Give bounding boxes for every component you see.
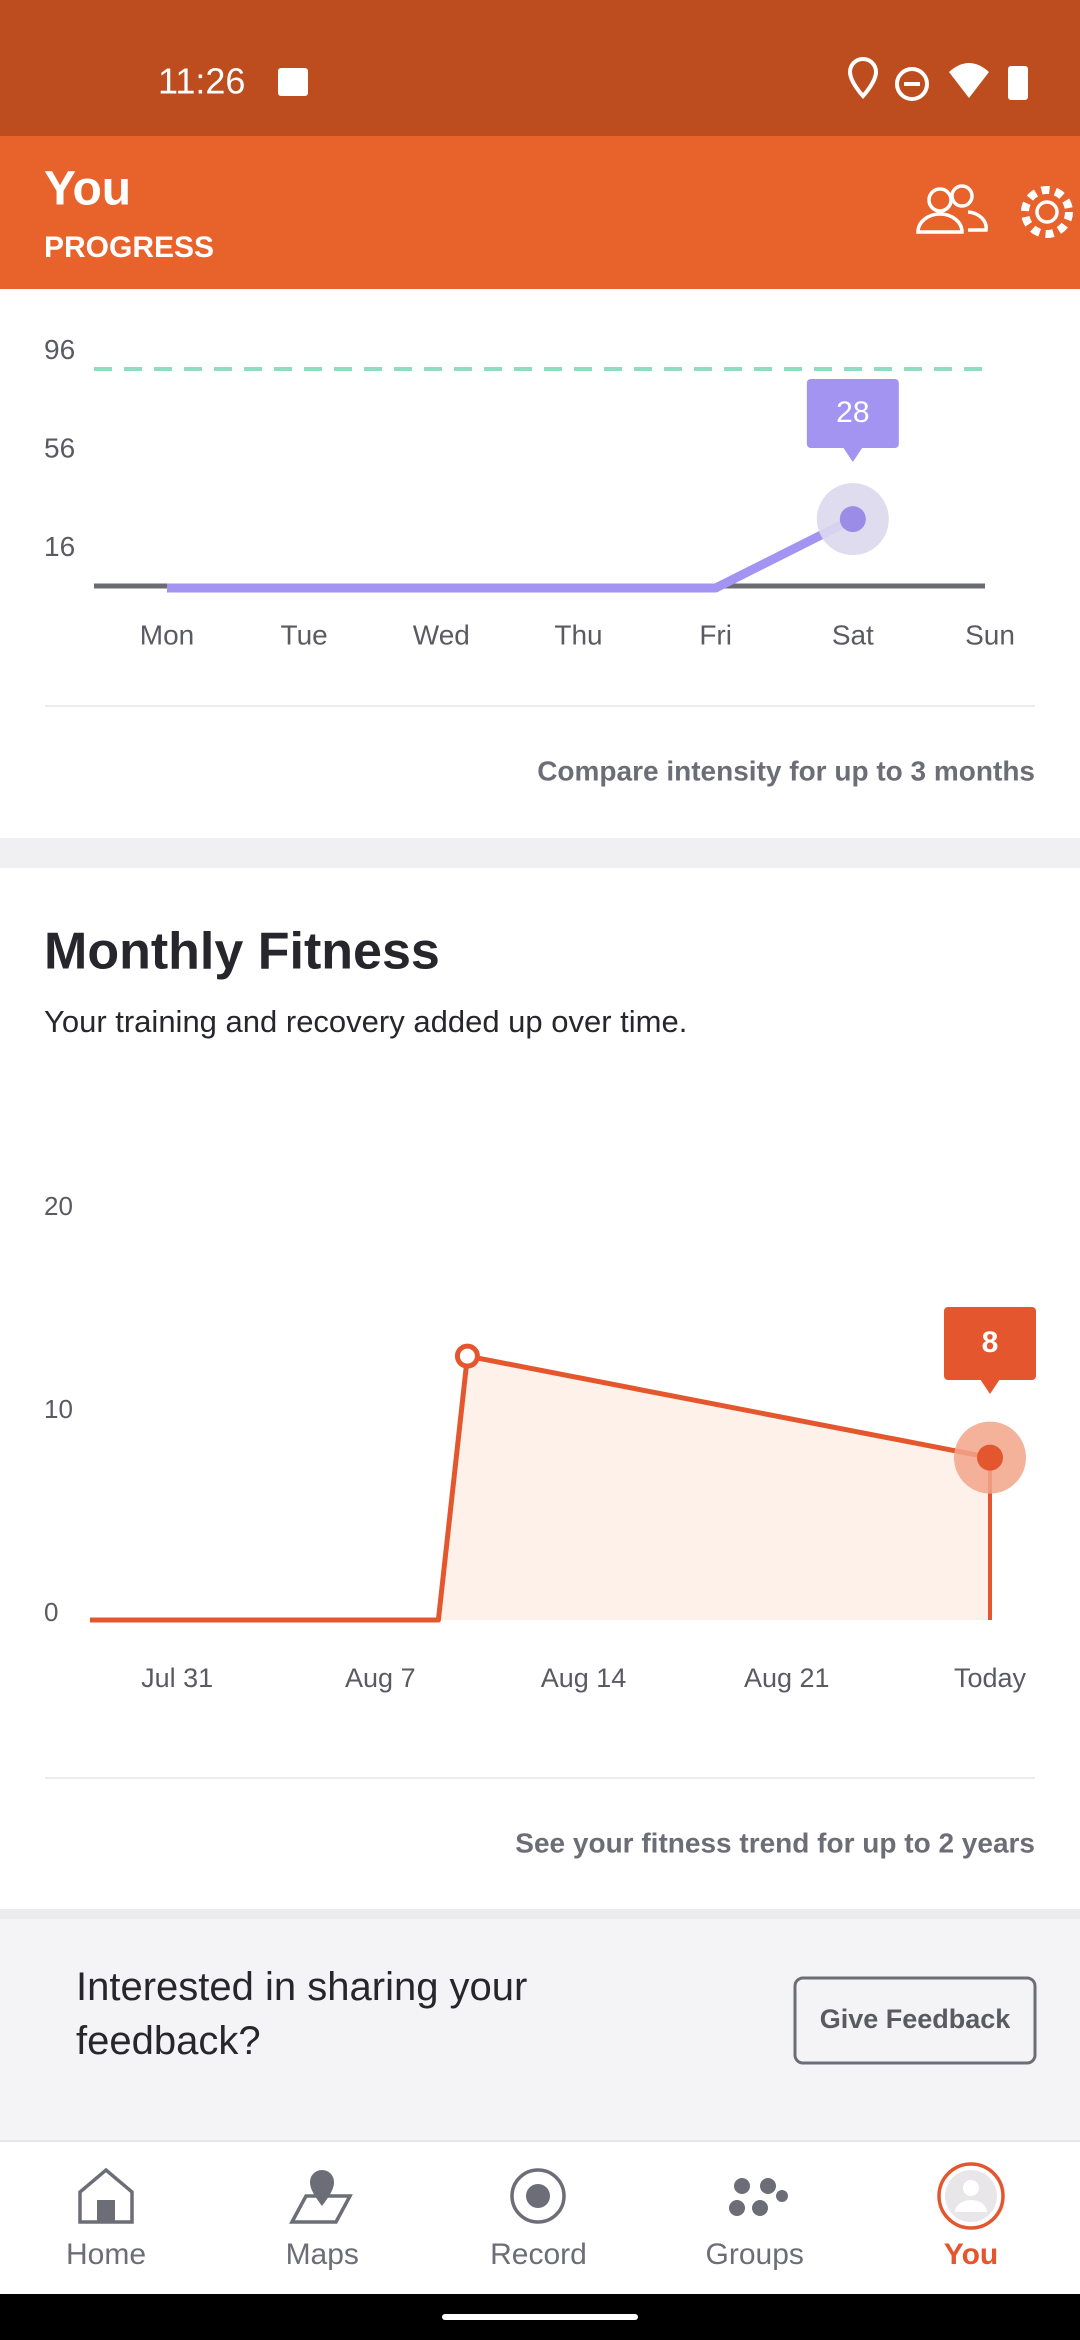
x-tick-label: Fri	[699, 619, 732, 650]
friends-icon[interactable]	[916, 184, 988, 234]
nav-label[interactable]: You	[944, 2238, 998, 2271]
area-fill	[90, 1356, 990, 1620]
x-tick-label: Aug 14	[541, 1663, 627, 1693]
nav-label[interactable]: Groups	[706, 2238, 804, 2271]
y-tick-label: 0	[44, 1597, 58, 1627]
y-tick-label: 10	[44, 1394, 73, 1424]
groups-icon[interactable]	[729, 2178, 788, 2216]
x-tick-label: Sat	[832, 619, 874, 650]
section-title: Monthly Fitness	[44, 923, 440, 981]
x-tick-label: Tue	[281, 619, 328, 650]
home-indicator[interactable]	[442, 2314, 638, 2320]
link-text[interactable]: Compare intensity for up to 3 months	[537, 755, 1035, 786]
header-title: You	[44, 163, 131, 216]
avatar-body	[955, 2200, 987, 2212]
status-time: 11:26	[158, 61, 245, 102]
dnd-icon	[895, 67, 929, 101]
nav-icons	[78, 2162, 1005, 2230]
record-icon-dot	[526, 2184, 550, 2208]
feedback-button-label[interactable]: Give Feedback	[820, 2004, 1012, 2034]
wifi-icon	[949, 63, 989, 98]
data-line	[90, 1353, 991, 1623]
callout	[806, 379, 899, 448]
x-tick-label: Aug 7	[345, 1663, 416, 1693]
value-label: 28	[836, 396, 869, 429]
you-icon[interactable]	[937, 2162, 1005, 2230]
callout	[944, 1307, 1036, 1380]
bottom-nav	[0, 2141, 1080, 2294]
x-tick-label: Wed	[413, 619, 470, 650]
x-tick-label: Mon	[140, 619, 194, 650]
header-subtitle: PROGRESS	[44, 231, 214, 264]
x-tick-label: Jul 31	[141, 1663, 213, 1693]
record-icon[interactable]	[510, 2168, 566, 2224]
home-icon-door	[97, 2200, 115, 2222]
data-point	[839, 506, 866, 533]
header	[0, 136, 1080, 289]
status-bar	[0, 0, 1080, 136]
section-separator	[0, 1909, 1080, 1919]
value-label: 8	[982, 1326, 999, 1359]
nav-label[interactable]: Record	[490, 2238, 587, 2271]
callout-pointer	[980, 1379, 1000, 1394]
feedback-panel	[0, 1909, 1080, 2141]
callout-pointer	[842, 447, 863, 462]
maps-icon-pin	[310, 2170, 334, 2206]
home-icon[interactable]	[78, 2167, 134, 2224]
section-subtitle: Your training and recovery added up over…	[44, 1004, 687, 1039]
x-tick-label: Thu	[554, 619, 602, 650]
battery-icon	[1008, 66, 1028, 100]
y-tick-label: 96	[44, 334, 75, 365]
x-tick-label: Sun	[965, 619, 1015, 650]
y-tick-label: 20	[44, 1191, 73, 1221]
link-text[interactable]: See your fitness trend for up to 2 years	[515, 1827, 1035, 1858]
feedback-text: Interested in sharing your feedback?	[76, 1965, 528, 2063]
location-icon	[847, 57, 879, 99]
status-icon	[278, 68, 308, 96]
section-separator	[0, 838, 1080, 868]
data-point	[977, 1444, 1003, 1471]
y-tick-label: 16	[44, 531, 75, 562]
peak-point	[454, 1343, 480, 1369]
y-tick-label: 56	[44, 433, 75, 464]
nav-label[interactable]: Home	[66, 2238, 146, 2271]
nav-label[interactable]: Maps	[286, 2238, 359, 2271]
feedback-button[interactable]	[793, 1976, 1037, 2065]
settings-icon[interactable]	[1021, 186, 1073, 238]
avatar-head	[963, 2180, 979, 2196]
data-line	[167, 515, 855, 593]
x-tick-label: Aug 21	[744, 1663, 830, 1693]
maps-icon[interactable]	[289, 2194, 353, 2224]
x-tick-label: Today	[954, 1663, 1027, 1693]
